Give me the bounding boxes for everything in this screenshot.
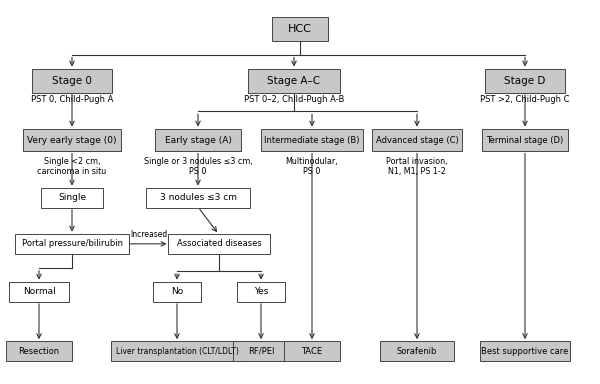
FancyBboxPatch shape — [41, 188, 103, 208]
Text: Stage 0: Stage 0 — [52, 76, 92, 86]
FancyBboxPatch shape — [10, 282, 69, 302]
Text: Early stage (A): Early stage (A) — [164, 136, 232, 145]
Text: Yes: Yes — [254, 287, 268, 296]
FancyBboxPatch shape — [482, 129, 568, 152]
Text: Advanced stage (C): Advanced stage (C) — [376, 136, 458, 145]
FancyBboxPatch shape — [168, 234, 270, 254]
Text: RF/PEI: RF/PEI — [248, 347, 274, 356]
FancyBboxPatch shape — [32, 69, 112, 93]
FancyBboxPatch shape — [380, 341, 454, 361]
FancyBboxPatch shape — [146, 188, 250, 208]
Text: Single or 3 nodules ≤3 cm,
PS 0: Single or 3 nodules ≤3 cm, PS 0 — [143, 157, 253, 176]
Text: Portal pressure/bilirubin: Portal pressure/bilirubin — [22, 239, 122, 248]
Text: PST 0, Child-Pugh A: PST 0, Child-Pugh A — [31, 95, 113, 104]
Text: Very early stage (0): Very early stage (0) — [27, 136, 117, 145]
Text: Associated diseases: Associated diseases — [176, 239, 262, 248]
FancyBboxPatch shape — [16, 234, 128, 254]
Text: Single <2 cm,
carcinoma in situ: Single <2 cm, carcinoma in situ — [37, 157, 107, 176]
Text: No: No — [171, 287, 183, 296]
Text: Liver transplantation (CLT/LDLT): Liver transplantation (CLT/LDLT) — [116, 347, 238, 356]
FancyBboxPatch shape — [7, 341, 72, 361]
Text: Single: Single — [58, 193, 86, 202]
Text: Portal invasion,
N1, M1, PS 1-2: Portal invasion, N1, M1, PS 1-2 — [386, 157, 448, 176]
Text: Terminal stage (D): Terminal stage (D) — [487, 136, 563, 145]
FancyBboxPatch shape — [485, 69, 565, 93]
Text: PST >2, Child-Pugh C: PST >2, Child-Pugh C — [480, 95, 570, 104]
Text: Stage D: Stage D — [505, 76, 545, 86]
FancyBboxPatch shape — [23, 129, 121, 152]
Text: TACE: TACE — [301, 347, 323, 356]
Text: 3 nodules ≤3 cm: 3 nodules ≤3 cm — [160, 193, 236, 202]
FancyBboxPatch shape — [112, 341, 242, 361]
Text: HCC: HCC — [288, 24, 312, 34]
Text: Multinodular,
PS 0: Multinodular, PS 0 — [286, 157, 338, 176]
FancyBboxPatch shape — [272, 17, 328, 41]
Text: Normal: Normal — [23, 287, 55, 296]
Text: Best supportive care: Best supportive care — [481, 347, 569, 356]
Text: PST 0–2, Child-Pugh A-B: PST 0–2, Child-Pugh A-B — [244, 95, 344, 104]
Text: Increased: Increased — [130, 230, 167, 239]
Text: Intermediate stage (B): Intermediate stage (B) — [264, 136, 360, 145]
FancyBboxPatch shape — [238, 282, 285, 302]
Text: Stage A–C: Stage A–C — [268, 76, 320, 86]
FancyBboxPatch shape — [155, 129, 241, 152]
Text: Sorafenib: Sorafenib — [397, 347, 437, 356]
FancyBboxPatch shape — [154, 282, 201, 302]
FancyBboxPatch shape — [284, 341, 340, 361]
FancyBboxPatch shape — [233, 341, 289, 361]
FancyBboxPatch shape — [372, 129, 462, 152]
FancyBboxPatch shape — [262, 129, 363, 152]
Text: Resection: Resection — [19, 347, 59, 356]
FancyBboxPatch shape — [248, 69, 340, 93]
FancyBboxPatch shape — [481, 341, 570, 361]
